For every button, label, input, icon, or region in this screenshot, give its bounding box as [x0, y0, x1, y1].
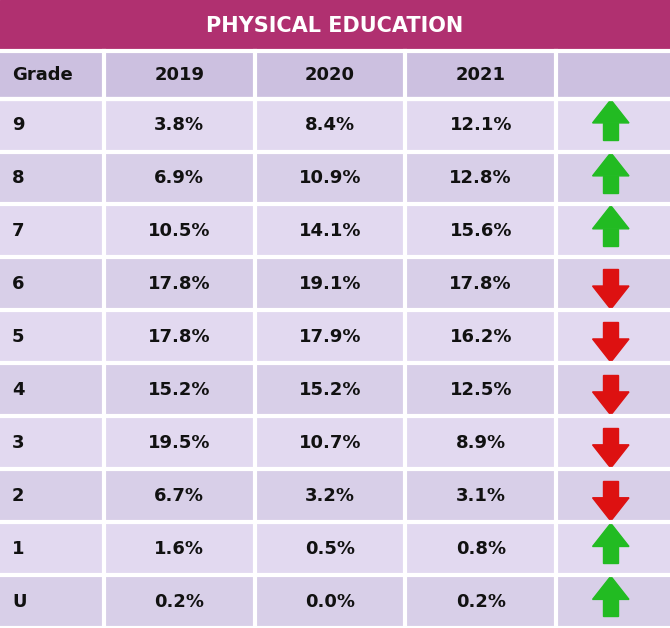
Bar [0, 99, 670, 151]
Polygon shape [592, 392, 629, 415]
Bar [0, 469, 670, 522]
Text: 12.1%: 12.1% [450, 116, 512, 134]
Bar [604, 229, 618, 246]
Bar [604, 599, 618, 616]
Polygon shape [592, 286, 629, 309]
Bar [604, 322, 618, 339]
Text: 15.2%: 15.2% [299, 381, 361, 399]
Bar [0, 257, 670, 310]
Text: 8: 8 [12, 169, 25, 187]
Text: 2020: 2020 [305, 66, 355, 84]
Bar [604, 375, 618, 392]
Bar [0, 0, 670, 51]
Bar [0, 205, 670, 257]
Bar [604, 481, 618, 498]
Text: 0.5%: 0.5% [305, 539, 355, 558]
Polygon shape [592, 205, 629, 229]
Text: 4: 4 [12, 381, 25, 399]
Text: 0.2%: 0.2% [154, 593, 204, 610]
Bar [0, 51, 670, 99]
Text: Grade: Grade [12, 66, 73, 84]
Text: 16.2%: 16.2% [450, 328, 512, 346]
Text: 17.8%: 17.8% [450, 275, 512, 293]
Text: 5: 5 [12, 328, 25, 346]
Text: 12.8%: 12.8% [450, 169, 512, 187]
Bar [0, 522, 670, 575]
Polygon shape [592, 523, 629, 546]
Bar [0, 151, 670, 205]
Text: 17.8%: 17.8% [148, 328, 210, 346]
Text: 17.8%: 17.8% [148, 275, 210, 293]
Bar [604, 428, 618, 445]
Text: 10.7%: 10.7% [299, 434, 361, 452]
Text: 0.0%: 0.0% [305, 593, 355, 610]
Text: 1: 1 [12, 539, 25, 558]
Text: 10.5%: 10.5% [148, 222, 210, 240]
Polygon shape [592, 339, 629, 362]
Text: 14.1%: 14.1% [299, 222, 361, 240]
Bar [0, 310, 670, 363]
Bar [604, 546, 618, 563]
Text: 2019: 2019 [154, 66, 204, 84]
Text: 1.6%: 1.6% [154, 539, 204, 558]
Text: 15.2%: 15.2% [148, 381, 210, 399]
Text: 12.5%: 12.5% [450, 381, 512, 399]
Bar [0, 575, 670, 628]
Text: 8.4%: 8.4% [305, 116, 355, 134]
Text: 6: 6 [12, 275, 25, 293]
Text: 0.2%: 0.2% [456, 593, 506, 610]
Text: 19.1%: 19.1% [299, 275, 361, 293]
Text: 8.9%: 8.9% [456, 434, 506, 452]
Text: 2: 2 [12, 487, 25, 505]
Bar [0, 416, 670, 469]
Text: PHYSICAL EDUCATION: PHYSICAL EDUCATION [206, 16, 464, 36]
Text: 6.9%: 6.9% [154, 169, 204, 187]
Text: 17.9%: 17.9% [299, 328, 361, 346]
Polygon shape [592, 153, 629, 176]
Text: 9: 9 [12, 116, 25, 134]
Polygon shape [592, 100, 629, 123]
Text: 7: 7 [12, 222, 25, 240]
Text: 2021: 2021 [456, 66, 506, 84]
Text: 3.1%: 3.1% [456, 487, 506, 505]
Bar [604, 269, 618, 286]
Polygon shape [592, 498, 629, 521]
Bar [604, 123, 618, 140]
Text: 3: 3 [12, 434, 25, 452]
Polygon shape [592, 577, 629, 599]
Text: U: U [12, 593, 27, 610]
Text: 6.7%: 6.7% [154, 487, 204, 505]
Polygon shape [592, 445, 629, 468]
Text: 3.8%: 3.8% [154, 116, 204, 134]
Text: 19.5%: 19.5% [148, 434, 210, 452]
Text: 3.2%: 3.2% [305, 487, 355, 505]
Text: 0.8%: 0.8% [456, 539, 506, 558]
Bar [604, 176, 618, 193]
Text: 10.9%: 10.9% [299, 169, 361, 187]
Bar [0, 363, 670, 416]
Text: 15.6%: 15.6% [450, 222, 512, 240]
